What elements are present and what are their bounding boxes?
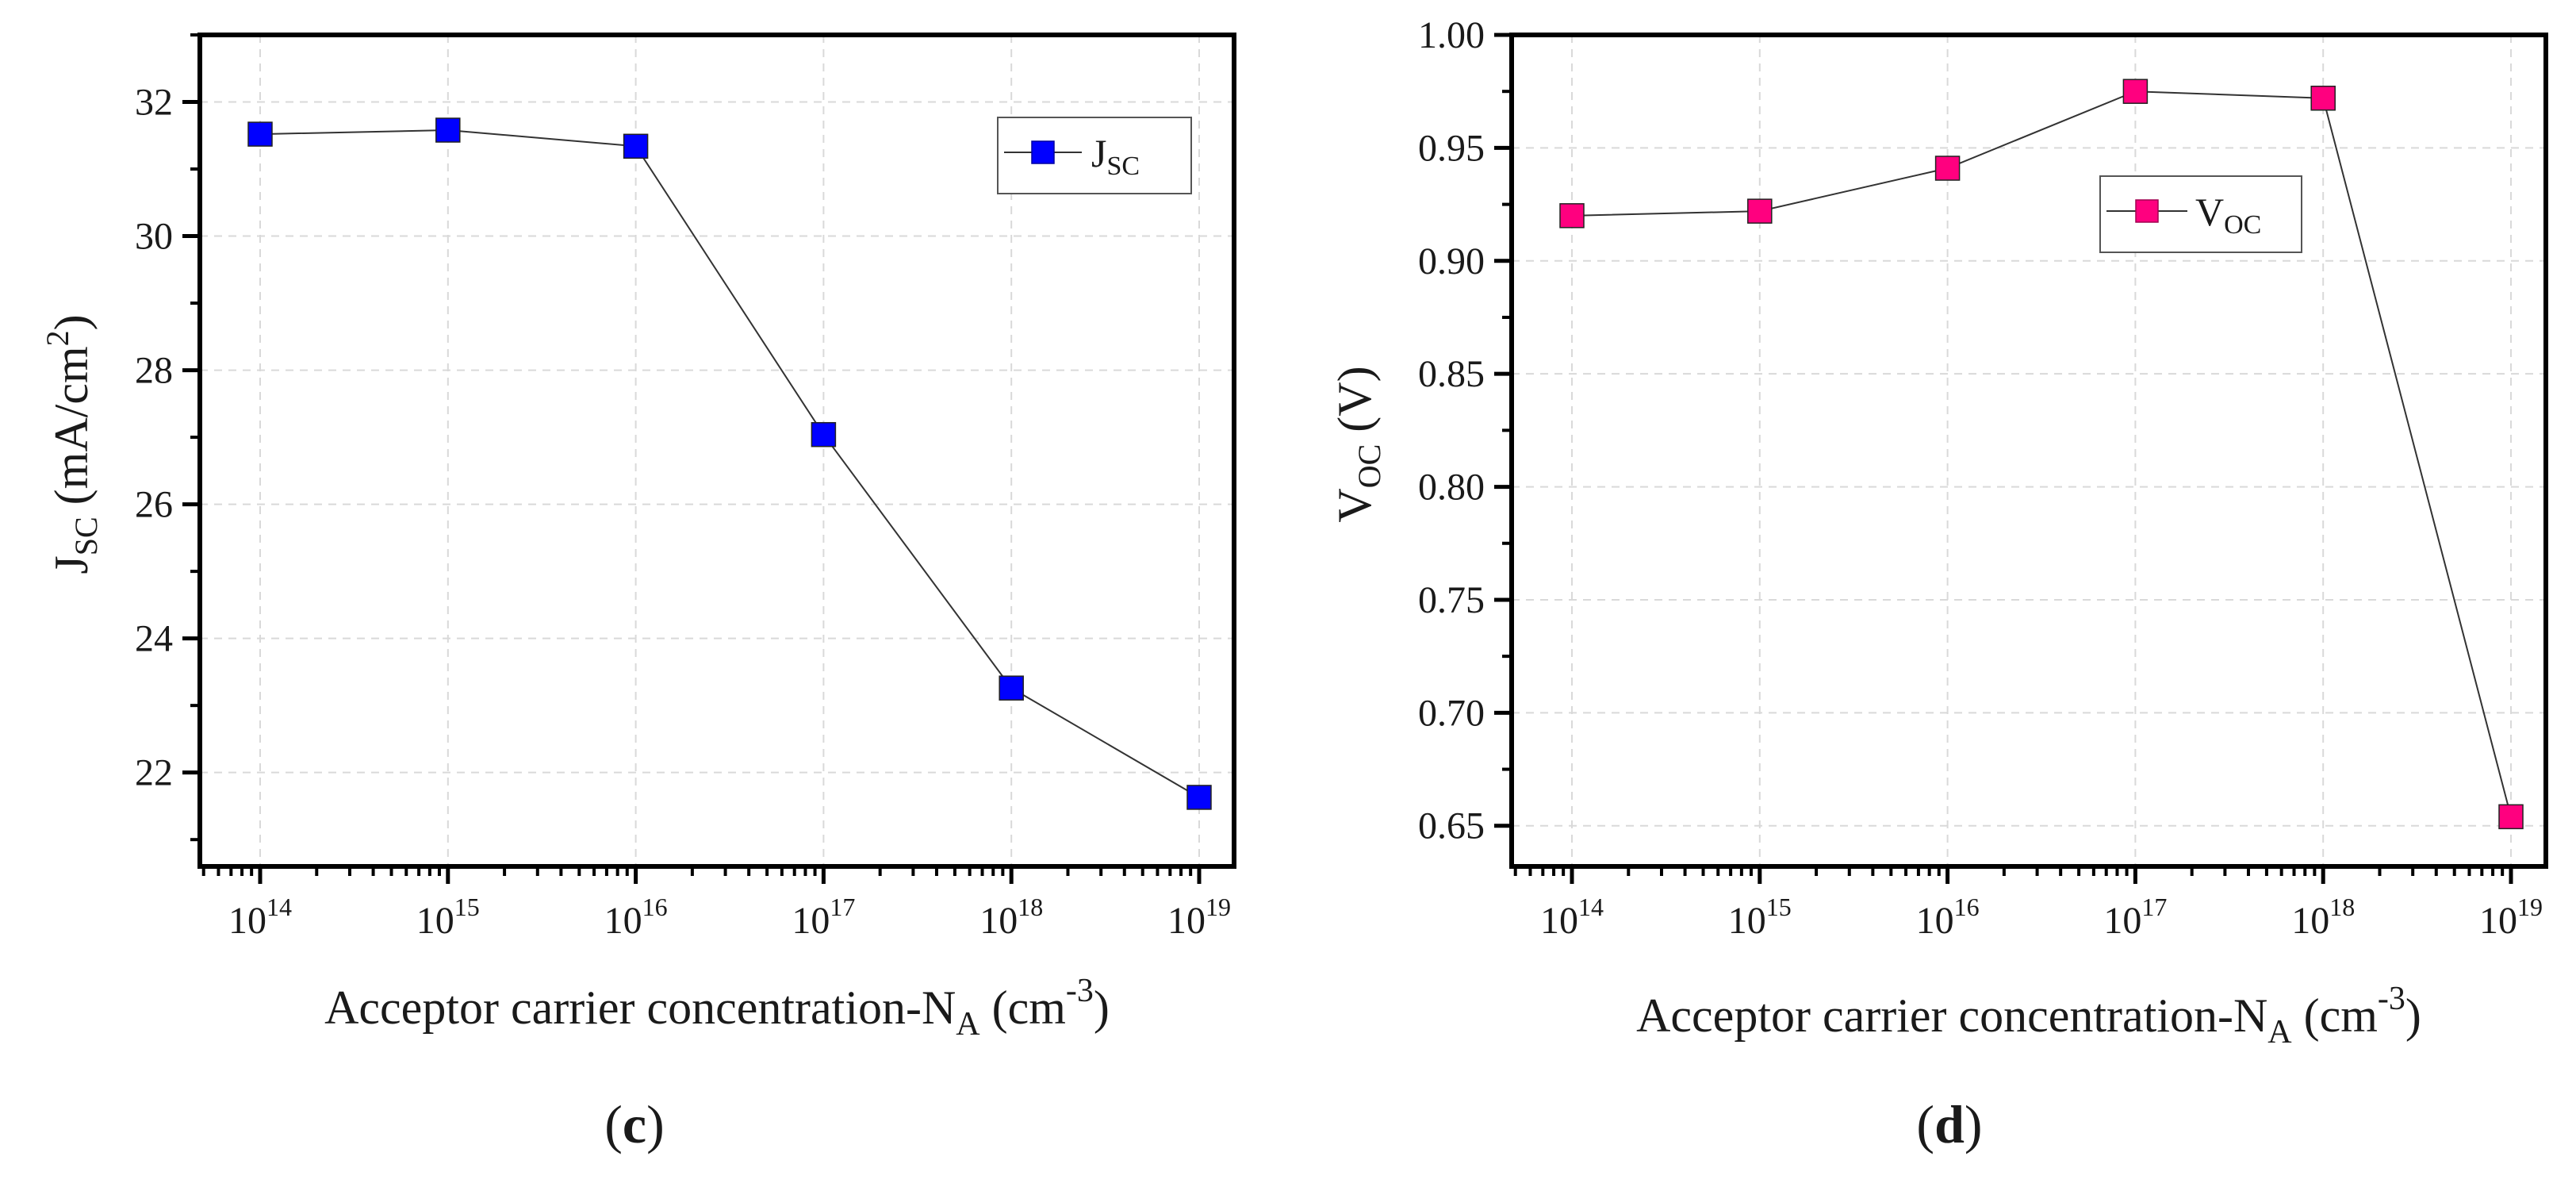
chart-c-series-line [259, 129, 1200, 798]
chart-d-data-point [1559, 203, 1585, 229]
svg-text:VOC: VOC [2195, 190, 2261, 240]
chart-c-y-tick-label: 32 [135, 82, 173, 124]
chart-c-x-tick-label: 1018 [979, 893, 1043, 942]
chart-c-x-tick-label: 1016 [604, 893, 668, 942]
chart-c-data-point [247, 121, 273, 147]
chart-d-grid [1512, 34, 2546, 866]
svg-text:JSC: JSC [1091, 131, 1140, 181]
chart-d-y-tick-label: 0.65 [1418, 805, 1485, 847]
chart-d-series-line-path [1571, 90, 2512, 817]
chart-c-y-tick-label: 26 [135, 484, 173, 526]
chart-d-y-tick-label: 0.75 [1418, 579, 1485, 621]
chart-d-legend-box [2099, 175, 2302, 253]
chart-d-y-tick-label: 1.00 [1418, 14, 1485, 56]
chart-d-data-point [1747, 198, 1773, 224]
chart-c-panel-label: (c) [604, 1094, 665, 1154]
chart-c-x-axis-label: Acceptor carrier concentration-NA (cm-3) [324, 973, 1110, 1043]
chart-c-legend-label-sub: SC [1106, 152, 1140, 181]
chart-c-x-tick-label: 1019 [1167, 893, 1231, 942]
chart-c-legend-box [997, 117, 1192, 194]
chart-d-x-tick-label: 1019 [2479, 893, 2543, 942]
chart-c-x-tick-label: 1014 [228, 893, 292, 942]
chart-c-data-point [999, 675, 1024, 701]
chart-c-series-line-path [259, 129, 1200, 798]
chart-c-y-axis-label: JSC (mA/cm2) [40, 314, 104, 574]
chart-d-axis-ticks [1494, 33, 2513, 884]
chart-d-legend-marker [2135, 199, 2159, 223]
chart-d-x-tick-label: 1018 [2291, 893, 2355, 942]
chart-c-data-point [623, 133, 649, 159]
chart-d-legend: VOC [2099, 175, 2302, 253]
chart-c-y-tick-label: 30 [135, 216, 173, 258]
chart-d-panel-label: (d) [1916, 1094, 1982, 1154]
chart-c-y-tick-label: 28 [135, 350, 173, 392]
chart-d-data-point [2498, 804, 2524, 830]
chart-c-x-tick-labels: 1014 1015 1016 1017 1018 1019 [228, 893, 1231, 942]
chart-c-data-point [1186, 785, 1212, 810]
chart-c-x-tick-label: 1015 [416, 893, 480, 942]
chart-c-legend-marker [1031, 140, 1055, 164]
chart-d-x-tick-labels: 1014 1015 1016 1017 1018 1019 [1540, 893, 2543, 942]
chart-c-legend-label: J [1091, 131, 1106, 175]
chart-d-x-tick-label: 1017 [2103, 893, 2167, 942]
chart-d: 0.650.700.750.800.850.900.951.00 1014 101… [1328, 14, 2548, 1154]
chart-d-y-axis-label: VOC (V) [1328, 366, 1387, 522]
chart-d-data-point [1934, 156, 1961, 181]
chart-d-y-tick-labels: 0.65 0.70 0.75 0.80 0.85 0.90 0.95 1.00 [1418, 14, 1485, 847]
chart-d-data-point [2310, 85, 2336, 111]
chart-d-y-tick-label: 0.90 [1418, 240, 1485, 282]
chart-c-legend: JSC [997, 117, 1192, 194]
chart-d-y-tick-label: 0.70 [1418, 692, 1485, 734]
chart-c: 22 24 26 28 30 32 1014 1015 1016 1017 1018 1019 JS… [40, 33, 1236, 1154]
chart-c-y-tick-labels: 22 24 26 28 30 32 [135, 82, 173, 794]
chart-d-markers [1559, 79, 2524, 830]
chart-d-x-axis-label: Acceptor carrier concentration-NA (cm-3) [1636, 981, 2421, 1050]
chart-c-data-point [811, 421, 837, 447]
chart-c-data-point [435, 117, 461, 143]
chart-c-y-tick-label: 24 [135, 618, 173, 660]
chart-d-plot-frame [1509, 33, 2548, 869]
chart-d-series-line [1571, 90, 2512, 817]
chart-d-x-tick-label: 1015 [1728, 893, 1792, 942]
chart-c-plot-frame [197, 33, 1236, 869]
chart-d-y-tick-label: 0.85 [1418, 353, 1485, 395]
chart-c-markers [247, 117, 1212, 810]
chart-d-x-tick-label: 1014 [1540, 893, 1604, 942]
chart-d-y-tick-label: 0.95 [1418, 127, 1485, 169]
chart-d-data-point [2122, 79, 2149, 104]
chart-d-legend-label: V [2195, 190, 2224, 234]
chart-c-grid [200, 35, 1234, 866]
chart-c-x-tick-label: 1017 [792, 893, 855, 942]
chart-d-x-tick-label: 1016 [1916, 893, 1980, 942]
chart-d-y-tick-label: 0.80 [1418, 467, 1485, 509]
chart-c-axis-ticks [182, 33, 1202, 884]
chart-d-legend-label-sub: OC [2224, 210, 2261, 240]
chart-c-y-tick-label: 22 [135, 752, 173, 794]
